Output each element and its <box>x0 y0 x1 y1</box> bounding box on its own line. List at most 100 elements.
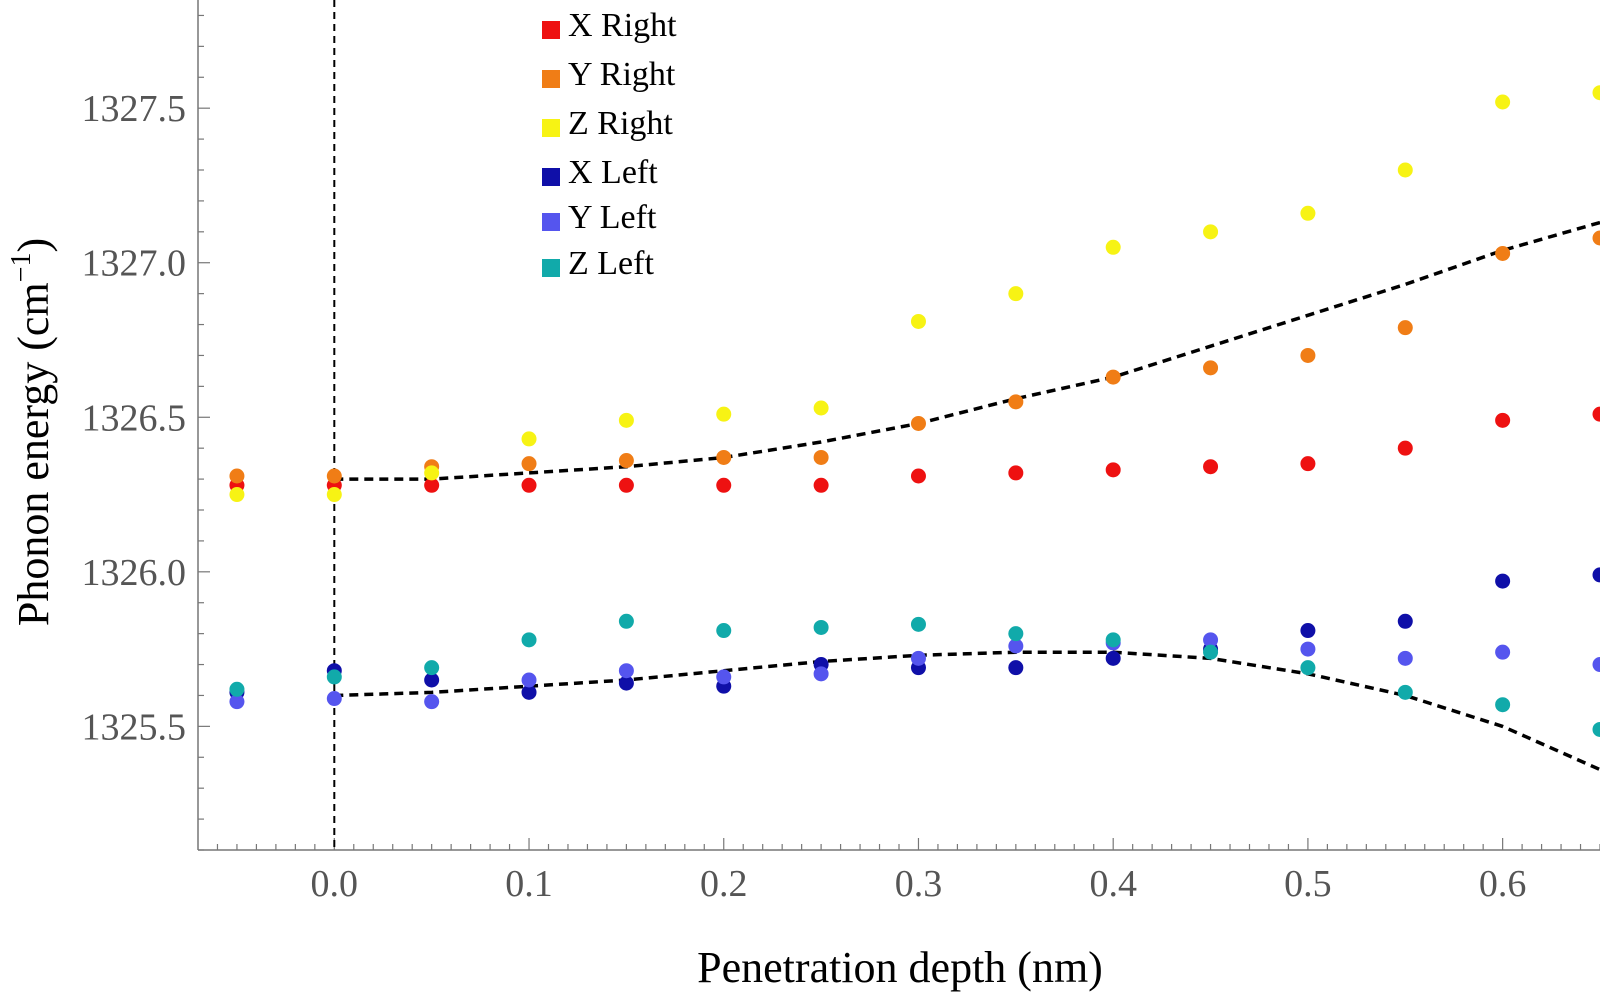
point-y-left <box>1495 644 1511 660</box>
point-x-right <box>1397 440 1413 456</box>
x-tick-label: 0.2 <box>700 863 748 905</box>
y-axis-ticks: 1325.5 1326.0 1326.5 1327.0 1327.5 <box>82 14 210 851</box>
y-axis-title-main: Phonon energy (cm <box>9 282 58 626</box>
point-z-left <box>1203 644 1219 660</box>
point-y-right <box>521 456 537 472</box>
point-z-right <box>1008 286 1024 302</box>
point-x-left <box>521 684 537 700</box>
x-tick-label: 0.0 <box>311 863 359 905</box>
point-y-right <box>716 449 732 465</box>
point-x-right <box>1495 412 1511 428</box>
y-tick-label: 1326.0 <box>82 552 187 594</box>
point-z-left <box>1592 721 1600 737</box>
point-x-right <box>1008 465 1024 481</box>
legend-swatch-z-right <box>542 119 560 137</box>
y-tick-label: 1325.5 <box>82 706 187 748</box>
point-x-left <box>1008 660 1024 676</box>
point-y-right <box>1203 360 1219 376</box>
point-x-left <box>1105 650 1121 666</box>
point-y-left <box>1300 641 1316 657</box>
legend: X Right Y Right Z Right X Left Y Left Z Left <box>542 7 677 282</box>
point-y-left <box>1203 632 1219 648</box>
legend-label-x-left: X Left <box>568 154 658 191</box>
legend-swatch-y-left <box>542 213 560 231</box>
legend-label-y-right: Y Right <box>568 56 676 93</box>
point-z-right <box>813 400 829 416</box>
legend-swatch-z-left <box>542 259 560 277</box>
point-z-right <box>424 465 440 481</box>
point-y-right <box>229 468 245 484</box>
point-z-right <box>716 406 732 422</box>
point-z-left <box>424 660 440 676</box>
x-tick-label: 0.5 <box>1284 863 1332 905</box>
point-x-left <box>618 675 634 691</box>
point-y-left <box>1592 657 1600 673</box>
plot-frame <box>197 0 1600 851</box>
point-y-right <box>1300 347 1316 363</box>
y-tick-label: 1326.5 <box>82 397 187 439</box>
point-x-left <box>1592 567 1600 583</box>
x-tick-label: 0.4 <box>1089 863 1137 905</box>
point-x-right <box>1300 456 1316 472</box>
point-z-right <box>326 487 342 503</box>
y-tick-label: 1327.5 <box>82 88 187 130</box>
point-x-right <box>910 468 926 484</box>
x-axis-ticks: 0.0 0.1 0.2 0.3 0.4 0.5 0.6 <box>216 838 1600 905</box>
point-y-right <box>910 415 926 431</box>
point-y-right <box>326 468 342 484</box>
point-z-left <box>229 681 245 697</box>
point-y-right <box>1397 320 1413 336</box>
point-z-left <box>521 632 537 648</box>
point-x-left <box>1397 613 1413 629</box>
legend-label-y-left: Y Left <box>568 199 657 236</box>
point-y-right <box>1008 394 1024 410</box>
point-y-left <box>326 691 342 707</box>
point-x-right <box>716 477 732 493</box>
data-points <box>229 85 1600 737</box>
point-z-right <box>229 487 245 503</box>
point-z-right <box>1300 205 1316 221</box>
point-y-right <box>1495 245 1511 261</box>
y-axis-title-superscript: −1 <box>6 253 37 283</box>
legend-label-z-left: Z Left <box>568 245 654 282</box>
x-axis-title: Penetration depth (nm) <box>697 943 1103 992</box>
legend-swatch-x-right <box>542 21 560 39</box>
point-z-left <box>326 669 342 685</box>
point-y-left <box>424 694 440 710</box>
point-y-left <box>813 666 829 682</box>
point-z-left <box>1300 660 1316 676</box>
point-z-right <box>1592 85 1600 101</box>
fit-curves <box>334 220 1600 772</box>
y-axis-title-close: ) <box>9 238 58 253</box>
point-z-right <box>1105 239 1121 255</box>
upper-fit-curve <box>334 220 1600 481</box>
lower-fit-curve <box>334 650 1600 772</box>
legend-label-x-right: X Right <box>568 7 677 44</box>
point-y-left <box>910 650 926 666</box>
point-z-left <box>618 613 634 629</box>
x-tick-label: 0.6 <box>1479 863 1527 905</box>
point-x-right <box>1105 462 1121 478</box>
point-z-left <box>1105 632 1121 648</box>
y-tick-label: 1327.0 <box>82 243 187 285</box>
point-x-right <box>618 477 634 493</box>
point-y-left <box>1397 650 1413 666</box>
point-z-right <box>1397 162 1413 178</box>
x-tick-label: 0.1 <box>505 863 553 905</box>
y-axis-title: Phonon energy (cm−1) <box>6 238 58 626</box>
point-z-right <box>521 431 537 447</box>
point-x-right <box>1203 459 1219 475</box>
point-z-left <box>910 616 926 632</box>
point-y-left <box>1008 638 1024 654</box>
point-z-right <box>910 313 926 329</box>
point-y-right <box>1592 230 1600 246</box>
point-x-right <box>813 477 829 493</box>
point-x-left <box>1495 573 1511 589</box>
point-x-right <box>424 477 440 493</box>
legend-swatch-x-left <box>542 168 560 186</box>
point-y-right <box>1105 369 1121 385</box>
point-z-right <box>1203 224 1219 240</box>
point-z-right <box>618 412 634 428</box>
point-z-left <box>1397 684 1413 700</box>
point-x-right <box>1592 406 1600 422</box>
